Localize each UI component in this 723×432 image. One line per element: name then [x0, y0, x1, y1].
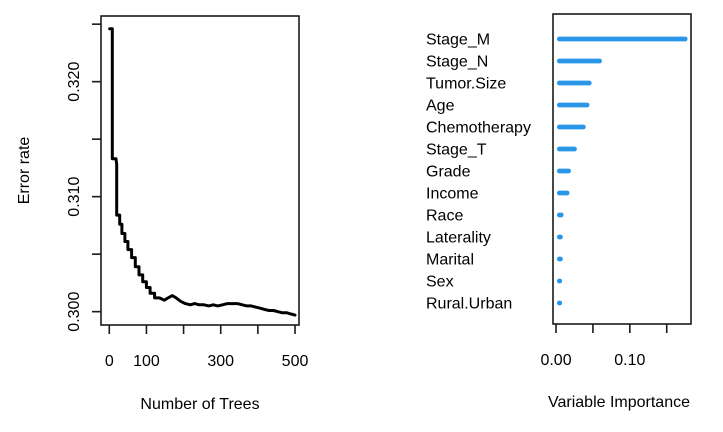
- x-tick-label: 0.00: [540, 352, 571, 369]
- category-label: Stage_N: [426, 54, 488, 71]
- x-axis: 0 100 300 500: [105, 325, 309, 370]
- plot-box: [100, 15, 300, 326]
- x-axis-title: Variable Importance: [548, 394, 690, 411]
- category-label: Age: [426, 98, 455, 115]
- x-tick-label: 500: [282, 353, 309, 370]
- y-tick-label: 0.310: [66, 177, 83, 217]
- category-label: Marital: [426, 252, 474, 269]
- category-label: Stage_T: [426, 142, 487, 159]
- category-label: Grade: [426, 164, 471, 181]
- x-tick-label: 100: [133, 353, 160, 370]
- x-axis: 0.00 0.10: [540, 324, 668, 369]
- category-label: Sex: [426, 274, 454, 291]
- category-label: Tumor.Size: [426, 76, 506, 93]
- plot-box: [552, 13, 692, 325]
- x-tick-label: 0: [105, 353, 114, 370]
- category-label: Laterality: [426, 230, 491, 247]
- category-labels: Stage_M Stage_N Tumor.Size Age Chemotherapy S…: [426, 32, 531, 313]
- category-label: Race: [426, 208, 463, 225]
- category-label: Rural.Urban: [426, 296, 512, 313]
- error-rate-line-chart: 0 100 300 500 0.300 0.310 0.320 Number of Trees…: [16, 15, 309, 413]
- x-tick-label: 0.10: [614, 352, 645, 369]
- y-axis: 0.300 0.310 0.320: [66, 23, 101, 332]
- y-tick-label: 0.300: [66, 292, 83, 332]
- category-label: Chemotherapy: [426, 120, 531, 137]
- y-axis-title: Error rate: [16, 137, 33, 205]
- error-rate-curve: [108, 27, 297, 317]
- category-label: Income: [426, 186, 479, 203]
- bars: [556, 36, 688, 306]
- y-tick-label: 0.320: [66, 62, 83, 102]
- x-axis-title: Number of Trees: [140, 396, 259, 413]
- x-tick-label: 300: [207, 353, 234, 370]
- category-label: Stage_M: [426, 32, 490, 49]
